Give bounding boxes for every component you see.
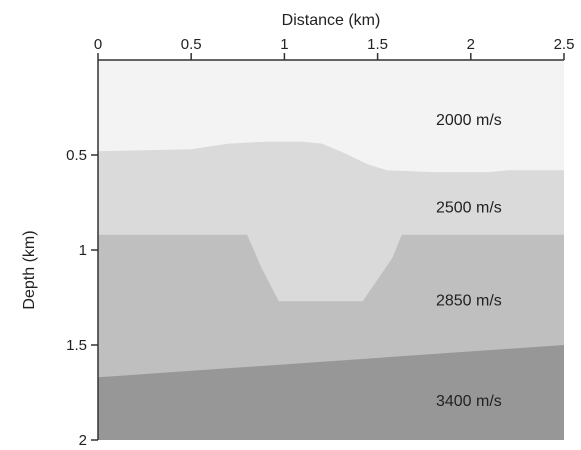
velocity-label-layer-2: 2500 m/s (436, 199, 502, 216)
y-tick-label: 1.5 (66, 337, 87, 354)
velocity-label-layer-1: 2000 m/s (436, 112, 502, 129)
x-tick-label: 2 (467, 36, 475, 53)
velocity-label-layer-3: 2850 m/s (436, 292, 502, 309)
axes: 0 0.5 1 1.5 2 2.5 0.5 1 1.5 2 (66, 36, 574, 449)
x-tick-label: 0.5 (181, 36, 202, 53)
velocity-label-layer-4: 3400 m/s (436, 393, 502, 410)
x-tick-label: 2.5 (554, 36, 575, 53)
layer-3400 (98, 345, 564, 440)
x-tick-label: 1 (280, 36, 288, 53)
x-tick-label: 0 (94, 36, 102, 53)
x-tick-label: 1.5 (367, 36, 388, 53)
y-tick-label: 1 (79, 242, 87, 259)
y-tick-label: 2 (79, 432, 87, 449)
velocity-layers (98, 60, 564, 440)
y-tick-label: 0.5 (66, 147, 87, 164)
x-axis-title: Distance (km) (282, 12, 381, 29)
y-axis-title: Depth (km) (21, 230, 38, 309)
